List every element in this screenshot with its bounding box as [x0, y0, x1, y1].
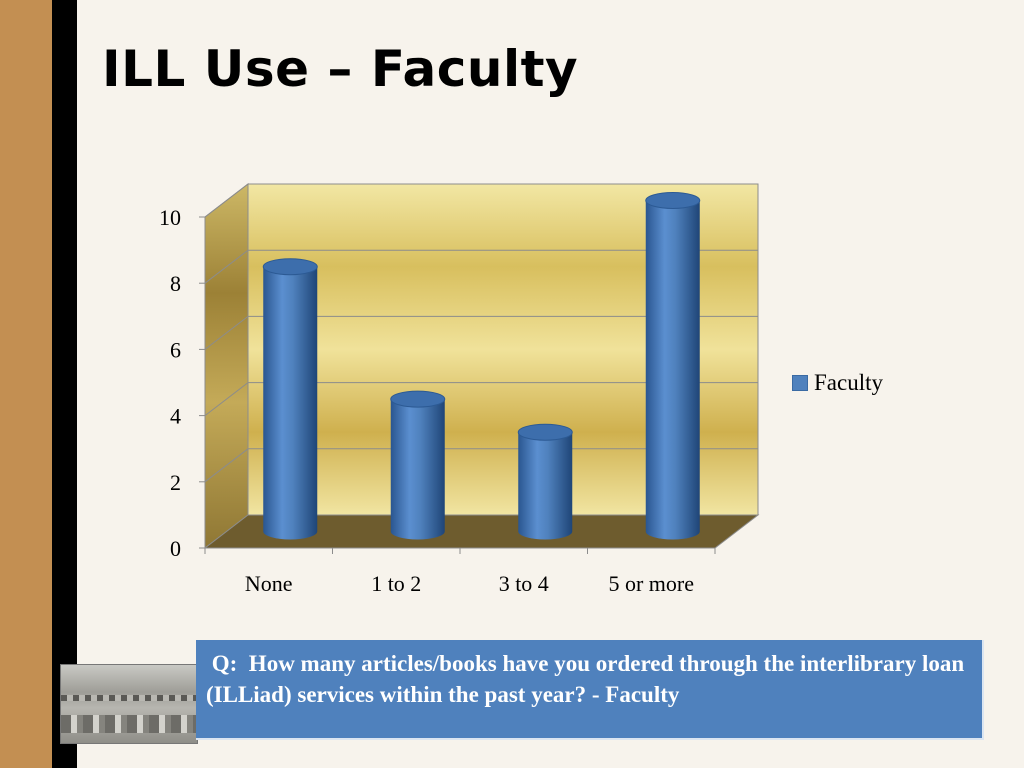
question-text: Q: How many articles/books have you orde… [206, 651, 970, 707]
chart-gridlines [204, 183, 758, 483]
legend-swatch [792, 375, 808, 391]
bar-top [517, 423, 573, 441]
bar-body [645, 200, 700, 540]
x-tick-label: None [245, 571, 293, 596]
x-tick-label: 3 to 4 [499, 571, 549, 596]
bar-body [263, 266, 318, 540]
y-tick-label: 4 [170, 404, 181, 429]
bar-body [390, 399, 445, 540]
question-box: Q: How many articles/books have you orde… [196, 640, 984, 740]
side-black-bar [52, 0, 77, 768]
chart-axes [199, 216, 716, 554]
side-accent-band [0, 0, 52, 768]
legend-label: Faculty [814, 370, 883, 395]
gridline [204, 315, 758, 350]
y-tick-label: 6 [170, 337, 181, 362]
chart-side-wall [204, 182, 249, 550]
chart-bars [262, 192, 701, 540]
chart-legend: Faculty [792, 370, 883, 396]
bar-top [645, 192, 701, 209]
library-photo [60, 664, 198, 744]
bar [390, 390, 446, 540]
x-tick-label: 5 or more [608, 571, 694, 596]
y-tick-label: 0 [170, 536, 181, 561]
bar-top [390, 390, 446, 408]
bar [645, 192, 701, 540]
y-tick-label: 10 [159, 205, 181, 230]
bar-chart: 0 2 4 6 8 10 None 1 to 2 3 to 4 5 or more [159, 182, 760, 596]
bar-top [262, 258, 318, 276]
slide-title: ILL Use – Faculty [102, 40, 579, 98]
gridline [204, 382, 758, 416]
gridline [204, 183, 758, 218]
gridline [204, 249, 758, 284]
bar [517, 423, 573, 540]
bar [262, 258, 318, 540]
bar-body [518, 432, 573, 540]
chart-labels: 0 2 4 6 8 10 None 1 to 2 3 to 4 5 or more [159, 205, 694, 596]
gridline [204, 448, 758, 483]
x-tick-label: 1 to 2 [371, 571, 421, 596]
y-tick-label: 8 [170, 271, 181, 296]
y-tick-label: 2 [170, 470, 181, 495]
